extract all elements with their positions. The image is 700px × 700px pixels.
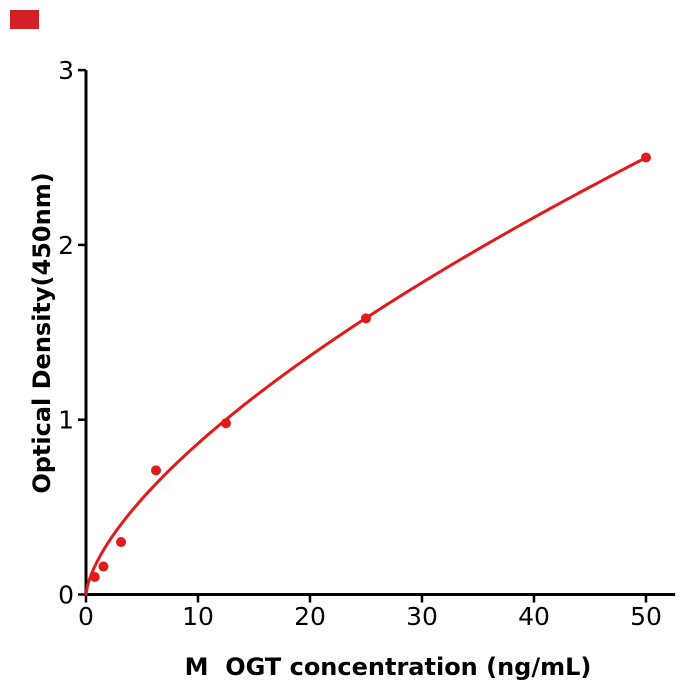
x-tick-label: 50 (630, 602, 662, 631)
data-point (361, 313, 371, 324)
y-tick-label: 2 (58, 231, 74, 260)
x-tick-label: 0 (78, 602, 94, 631)
x-tick-label: 20 (294, 602, 326, 631)
y-tick-label: 3 (58, 56, 74, 85)
x-axis-title: M OGT concentration (ng/mL) (185, 653, 592, 681)
data-point (116, 537, 127, 548)
fit-curve (84, 156, 648, 596)
x-tick-label: 30 (406, 602, 438, 631)
corner-marker (10, 10, 39, 29)
y-tick-label: 1 (58, 406, 74, 435)
x-tick-label: 10 (182, 602, 214, 631)
data-point (221, 418, 231, 429)
data-point (641, 152, 651, 163)
y-axis-title: Optical Density(450nm) (28, 172, 56, 493)
data-point (151, 465, 161, 476)
data-point (98, 561, 109, 572)
y-tick-label: 0 (58, 581, 74, 610)
x-tick-label: 40 (518, 602, 550, 631)
data-point (89, 572, 100, 583)
